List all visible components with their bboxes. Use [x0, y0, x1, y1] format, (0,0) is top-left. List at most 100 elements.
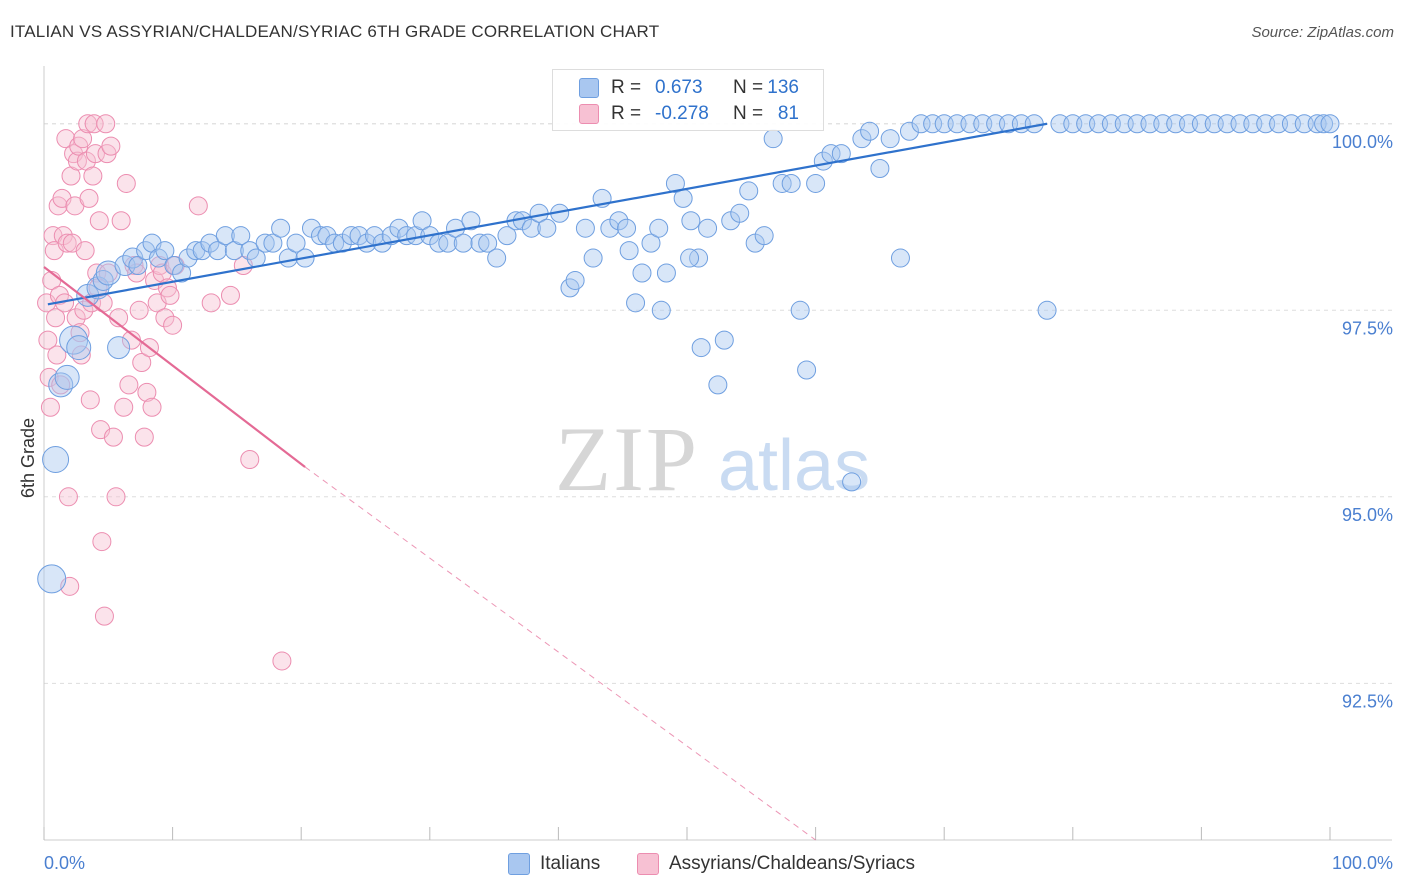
data-point-assyrians	[160, 285, 180, 305]
y-axis-label: 6th Grade	[18, 418, 38, 498]
data-point-italians	[95, 260, 121, 286]
data-point-italians	[107, 336, 131, 360]
data-point-italians	[730, 203, 750, 223]
data-point-italians	[438, 233, 458, 253]
data-point-italians	[255, 233, 275, 253]
data-point-assyrians	[220, 285, 240, 305]
x-tick-label: 100.0%	[1332, 853, 1393, 873]
data-point-italians	[461, 211, 481, 231]
data-point-italians	[537, 218, 557, 238]
data-point-italians	[899, 121, 919, 141]
data-point-italians	[619, 241, 639, 261]
data-point-italians	[656, 263, 676, 283]
trend-line-assyrians	[43, 266, 306, 468]
data-point-italians	[665, 173, 685, 193]
y-tick-label: 92.5%	[1342, 691, 1393, 711]
data-point-italians	[911, 114, 931, 134]
data-point-assyrians	[85, 144, 105, 164]
data-point-italians	[641, 233, 661, 253]
data-point-italians	[790, 300, 810, 320]
legend-label-italians: Italians	[540, 853, 601, 874]
data-point-assyrians	[74, 300, 94, 320]
watermark-zip: ZIP	[555, 408, 699, 510]
axis-labels: 100.0% 97.5% 95.0% 92.5% 0.0% 100.0% 6th Grade	[18, 132, 1393, 873]
data-point-assyrians	[201, 293, 221, 313]
data-point-italians	[763, 129, 783, 149]
grid-layer	[44, 123, 1392, 684]
data-point-italians	[128, 256, 148, 276]
data-point-italians	[680, 248, 700, 268]
data-point-assyrians	[111, 211, 131, 231]
data-point-assyrians	[142, 397, 162, 417]
data-point-italians	[575, 218, 595, 238]
data-point-assyrians	[84, 114, 104, 134]
data-point-assyrians	[40, 397, 60, 417]
data-point-italians	[54, 364, 80, 390]
legend-row-assyrians: R = -0.278 N = 81	[553, 101, 823, 127]
data-point-italians	[155, 241, 175, 261]
series-assyrians	[37, 114, 292, 671]
data-point-assyrians	[119, 375, 139, 395]
data-point-assyrians	[150, 256, 170, 276]
data-point-italians	[870, 159, 890, 179]
data-point-italians	[617, 218, 637, 238]
data-point-italians	[148, 248, 168, 268]
data-point-italians	[565, 270, 585, 290]
data-point-italians	[852, 129, 872, 149]
data-point-assyrians	[132, 353, 152, 373]
data-point-italians	[632, 263, 652, 283]
legend-n-label: N =	[733, 103, 764, 124]
data-point-italians	[389, 218, 409, 238]
data-point-italians	[842, 472, 862, 492]
data-point-italians	[880, 129, 900, 149]
data-point-assyrians	[47, 345, 67, 365]
data-point-assyrians	[137, 382, 157, 402]
data-point-italians	[583, 248, 603, 268]
legend-swatch-assyrians	[579, 104, 599, 124]
data-point-italians	[1314, 114, 1334, 134]
data-point-italians	[381, 226, 401, 246]
data-point-assyrians	[114, 397, 134, 417]
y-tick-label: 100.0%	[1332, 132, 1393, 152]
data-point-italians	[271, 218, 291, 238]
data-point-italians	[781, 173, 801, 193]
data-point-assyrians	[155, 308, 175, 328]
legend-item-assyrians[interactable]: Assyrians/Chaldeans/Syriacs	[637, 852, 937, 876]
data-point-assyrians	[240, 450, 260, 469]
data-point-italians	[923, 114, 943, 134]
data-point-assyrians	[92, 532, 112, 552]
y-tick-label: 95.0%	[1342, 505, 1393, 525]
data-point-assyrians	[58, 487, 78, 507]
data-point-italians	[860, 121, 880, 141]
data-point-italians	[412, 211, 432, 231]
data-point-italians	[317, 226, 337, 246]
data-point-italians	[263, 233, 283, 253]
data-point-italians	[478, 233, 498, 253]
data-point-assyrians	[96, 114, 116, 134]
data-point-italians	[497, 226, 517, 246]
legend-r-label: R =	[611, 103, 642, 124]
data-point-assyrians	[46, 308, 66, 328]
legend-n-value: 136	[767, 77, 799, 98]
legend-swatch-italians	[579, 78, 599, 98]
legend-label-assyrians: Assyrians/Chaldeans/Syriacs	[669, 853, 916, 874]
data-point-assyrians	[272, 651, 292, 671]
data-point-italians	[200, 233, 220, 253]
data-point-italians	[231, 226, 251, 246]
data-point-assyrians	[73, 129, 93, 149]
data-point-assyrians	[188, 196, 208, 216]
data-point-assyrians	[80, 390, 100, 410]
data-point-italians	[626, 293, 646, 313]
legend-r-value: -0.278	[655, 103, 709, 124]
data-point-assyrians	[89, 211, 109, 231]
legend-item-italians[interactable]: Italians	[508, 852, 618, 876]
data-point-assyrians	[116, 173, 136, 193]
data-point-italians	[470, 233, 490, 253]
legend-r-label: R =	[611, 77, 642, 98]
data-point-assyrians	[106, 487, 126, 507]
data-point-italians	[215, 226, 235, 246]
data-point-italians	[797, 360, 817, 380]
legend-swatch-assyrians	[637, 853, 659, 875]
data-point-italians	[681, 211, 701, 231]
data-point-italians	[754, 226, 774, 246]
